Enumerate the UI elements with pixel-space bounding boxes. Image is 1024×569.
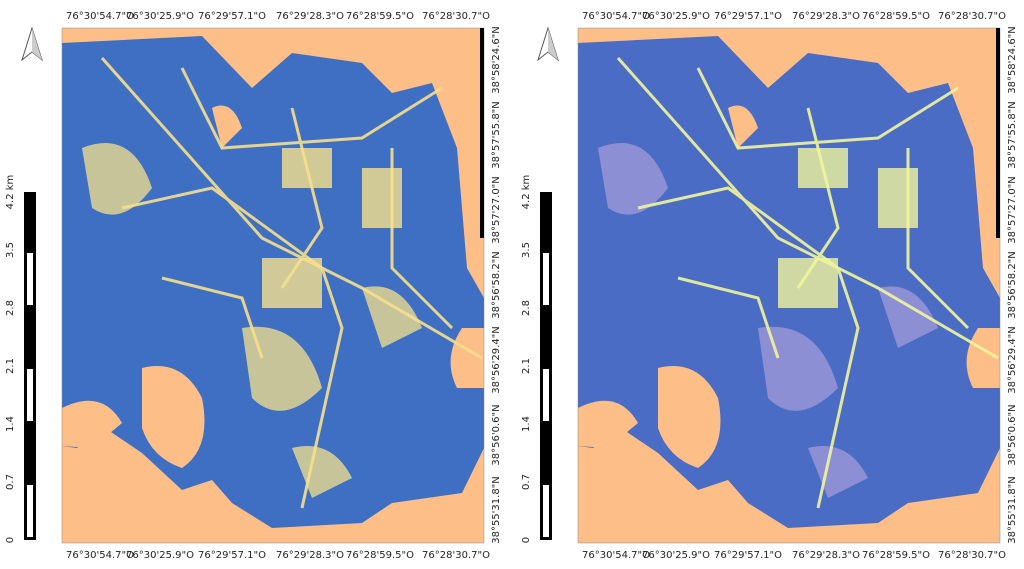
scale-segment	[543, 369, 549, 421]
latitude-label: 38°56'58.2"N	[491, 251, 502, 319]
longitude-label: 76°29'57.1"O	[714, 11, 782, 22]
longitude-label: 76°28'30.7"O	[422, 550, 490, 561]
longitude-label: 76°29'28.3"O	[276, 11, 344, 22]
latitude-label: 38°56'29.4"N	[491, 326, 502, 394]
north-arrow-half	[32, 28, 42, 60]
scale-label: 2.1	[5, 358, 16, 374]
scale-label: 1.4	[521, 416, 532, 432]
latitude-label: 38°56'29.4"N	[1007, 326, 1018, 394]
longitude-label: 76°30'54.7"O	[582, 550, 650, 561]
longitude-label: 76°30'25.9"O	[126, 11, 194, 22]
scale-label: 0.7	[521, 474, 532, 490]
longitude-label: 76°30'25.9"O	[126, 550, 194, 561]
latitude-label: 38°57'27.0"N	[1007, 176, 1018, 244]
longitude-label: 76°30'54.7"O	[66, 11, 134, 22]
scale-label: 3.5	[5, 242, 16, 258]
longitude-label: 76°30'54.7"O	[582, 11, 650, 22]
longitude-label: 76°28'30.7"O	[938, 550, 1006, 561]
map-frame	[577, 27, 1001, 544]
latitude-label: 38°58'24.6"N	[491, 26, 502, 94]
map-frame	[61, 27, 485, 544]
scale-label: 0	[5, 537, 16, 543]
longitude-label: 76°30'54.7"O	[66, 550, 134, 561]
scale-segment	[27, 485, 33, 537]
scale-label: 4.2 km	[521, 175, 532, 210]
longitude-label: 76°29'57.1"O	[198, 550, 266, 561]
scale-label: 2.8	[5, 300, 16, 316]
longitude-label: 76°28'59.5"O	[346, 550, 414, 561]
longitude-label: 76°29'28.3"O	[792, 11, 860, 22]
latitude-label: 38°55'31.8"N	[491, 476, 502, 544]
scale-segment	[543, 253, 549, 305]
longitude-label: 76°28'59.5"O	[862, 11, 930, 22]
latitude-label: 38°57'55.8"N	[491, 101, 502, 169]
latitude-label: 38°58'24.6"N	[1007, 26, 1018, 94]
scale-label: 2.8	[521, 300, 532, 316]
longitude-label: 76°28'59.5"O	[346, 11, 414, 22]
scale-segment	[27, 369, 33, 421]
longitude-label: 76°28'59.5"O	[862, 550, 930, 561]
scale-segment	[27, 253, 33, 305]
scale-label: 1.4	[5, 416, 16, 432]
classified-map	[578, 28, 1000, 543]
latitude-label: 38°57'55.8"N	[1007, 101, 1018, 169]
frame-edge	[480, 28, 484, 238]
longitude-label: 76°29'28.3"O	[276, 550, 344, 561]
latitude-label: 38°56'58.2"N	[1007, 251, 1018, 319]
longitude-label: 76°29'57.1"O	[714, 550, 782, 561]
latitude-label: 38°57'27.0"N	[491, 176, 502, 244]
scale-segment	[543, 485, 549, 537]
longitude-label: 76°30'25.9"O	[642, 550, 710, 561]
scale-label: 2.1	[521, 358, 532, 374]
longitude-label: 76°28'30.7"O	[938, 11, 1006, 22]
longitude-label: 76°29'28.3"O	[792, 550, 860, 561]
classified-map	[62, 28, 484, 543]
longitude-label: 76°29'57.1"O	[198, 11, 266, 22]
map-panel: 76°30'54.7"O76°30'54.7"O76°30'25.9"O76°3…	[5, 11, 502, 561]
frame-edge	[996, 28, 1000, 238]
north-arrow-half	[548, 28, 558, 60]
scale-label: 4.2 km	[5, 175, 16, 210]
latitude-label: 38°56'0.6"N	[491, 404, 502, 465]
map-panel: 76°30'54.7"O76°30'54.7"O76°30'25.9"O76°3…	[521, 11, 1018, 561]
longitude-label: 76°28'30.7"O	[422, 11, 490, 22]
latitude-label: 38°55'31.8"N	[1007, 476, 1018, 544]
scale-label: 0	[521, 537, 532, 543]
scale-label: 0.7	[5, 474, 16, 490]
longitude-label: 76°30'25.9"O	[642, 11, 710, 22]
latitude-label: 38°56'0.6"N	[1007, 404, 1018, 465]
scale-label: 3.5	[521, 242, 532, 258]
